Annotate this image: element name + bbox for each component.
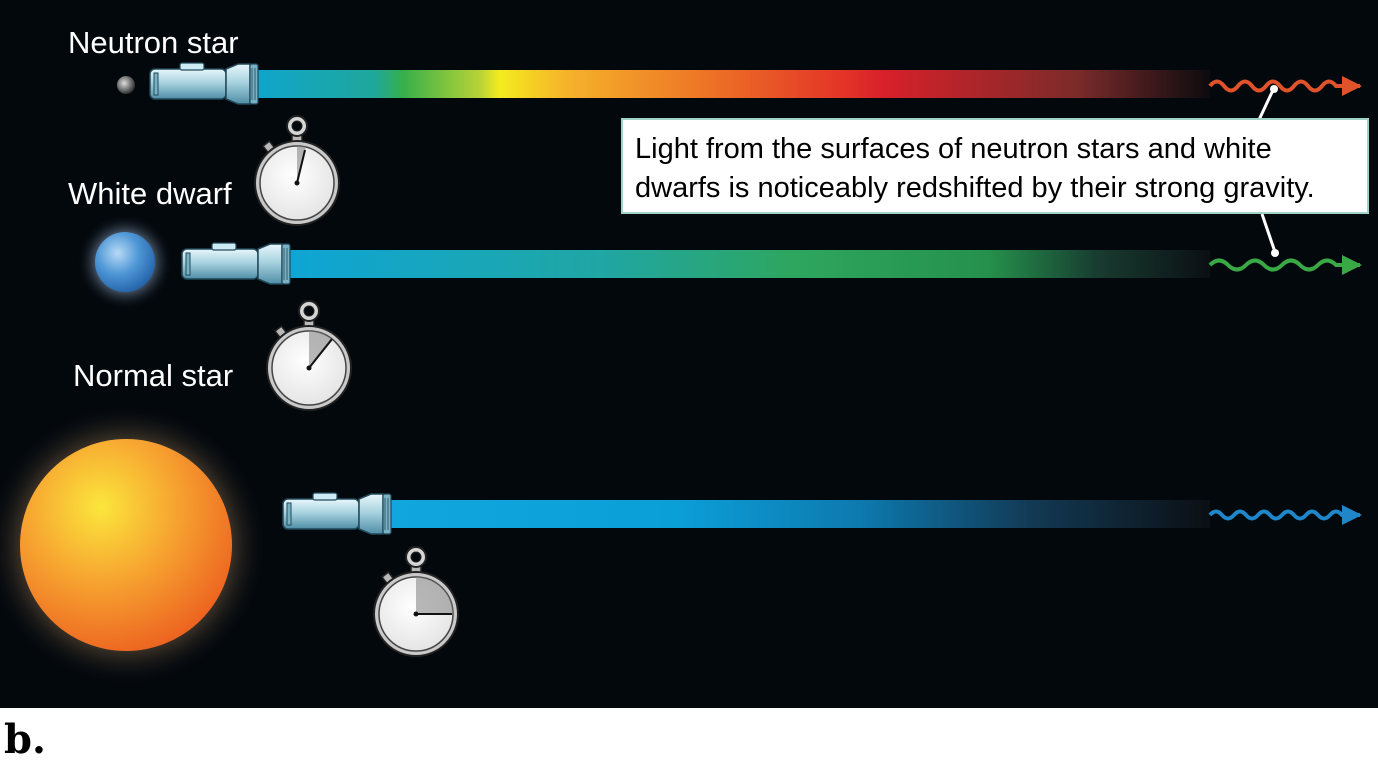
white-dwarf-beam: [283, 250, 1210, 278]
panel-letter: b.: [4, 716, 46, 763]
normal-star: [20, 439, 232, 651]
normal-star-label: Normal star: [73, 358, 234, 393]
callout-leader: [1256, 87, 1276, 123]
wave-arrow-icon: [1208, 505, 1362, 525]
normal-star-beam: [388, 500, 1210, 528]
flashlight-icon: [181, 242, 291, 285]
callout-line-2: dwarfs is noticeably redshifted by their…: [635, 172, 1315, 204]
callout-box: Light from the surfaces of neutron stars…: [621, 118, 1369, 214]
neutron-star: [117, 76, 135, 94]
callout-leader: [1260, 213, 1277, 253]
white-dwarf: [95, 232, 155, 292]
callout-line-1: Light from the surfaces of neutron stars…: [635, 133, 1272, 165]
neutron-beam: [250, 70, 1210, 98]
stopwatch-icon: [266, 300, 352, 411]
white-dwarf-label: White dwarf: [68, 176, 232, 211]
wave-arrow-icon: [1208, 76, 1362, 96]
wave-arrow-icon: [1208, 255, 1362, 275]
stopwatch-icon: [373, 546, 459, 657]
flashlight-icon: [149, 62, 259, 105]
neutron-star-label: Neutron star: [68, 25, 239, 60]
diagram-panel: [0, 0, 1378, 708]
flashlight-icon: [282, 492, 392, 535]
stopwatch-icon: [254, 115, 340, 226]
